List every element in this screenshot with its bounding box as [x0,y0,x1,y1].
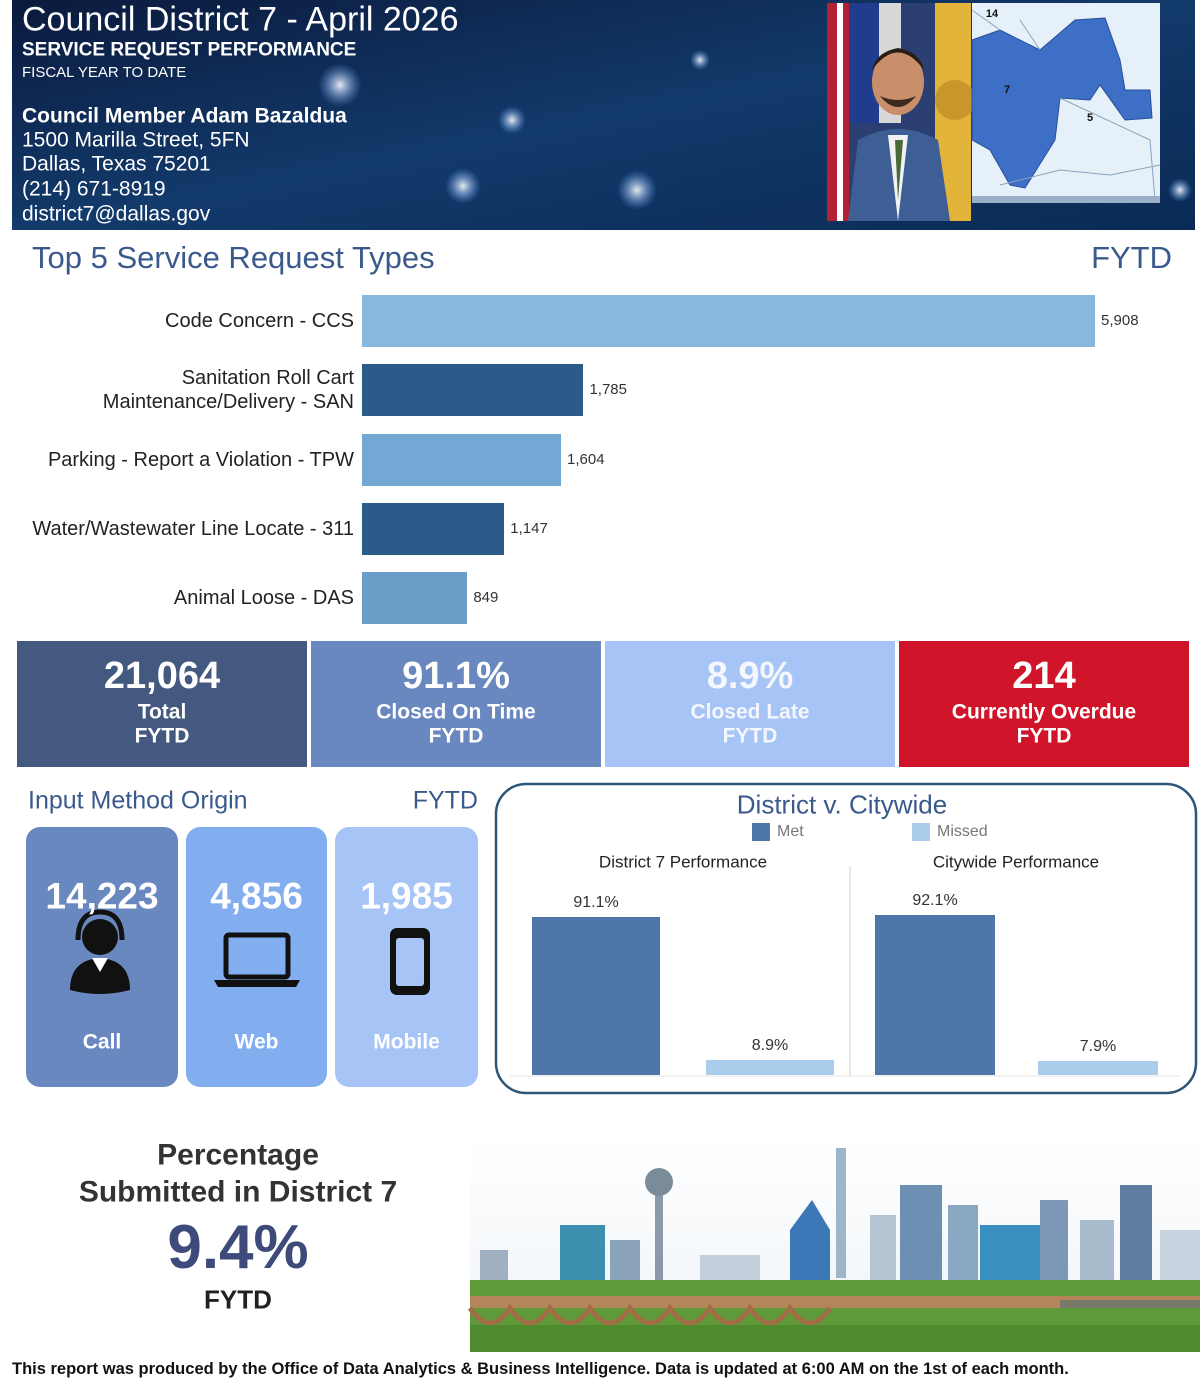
member-photo [827,3,975,221]
bar [1038,1061,1158,1075]
kpi-tile [17,641,307,767]
bar [362,434,561,486]
category-label: Parking - Report a Violation - TPW [47,449,354,471]
member-name: Council Member Adam Bazaldua [22,104,347,128]
input-label: Mobile [373,1030,440,1054]
chart-title: District v. Citywide [736,789,948,820]
input-label: Web [234,1030,279,1054]
legend-swatch [752,823,770,841]
input-card [186,827,327,1087]
phone: (214) 671-8919 [22,177,166,201]
bar [532,916,660,1075]
share-value: 9.4% [167,1212,309,1282]
input-count: 4,856 [210,875,303,917]
kpi-label: Closed On Time [376,700,536,724]
value-label: 5,908 [1101,311,1139,329]
address-line: 1500 Marilla Street, 5FN [22,128,250,152]
value-label: 91.1% [573,894,619,912]
input-count: 1,985 [360,875,453,917]
kpi-value: 8.9% [706,655,794,698]
value-label: 92.1% [912,892,958,910]
report-period: FISCAL YEAR TO DATE [22,63,187,81]
email: district7@dallas.gov [22,202,211,226]
value-label: 7.9% [1079,1038,1117,1056]
kpi-tile [311,641,601,767]
bar [362,572,468,624]
kpi-tile [899,641,1189,767]
category-label: Sanitation Roll Cart Maintenance/Deliver… [102,367,354,413]
kpi-value: 91.1% [402,655,510,698]
category-label: Code Concern - CCS [165,310,354,332]
share-title: Submitted in District 7 [78,1175,398,1209]
address-line: Dallas, Texas 75201 [22,152,211,176]
kpi-label: Currently Overdue [951,700,1137,724]
district-box [494,782,1198,1095]
map-label: 14 [985,7,999,20]
web-icon [214,932,300,987]
input-card [26,827,178,1087]
category-label: Water/Wastewater Line Locate - 311 [32,518,354,540]
input-count: 14,223 [45,875,159,917]
mobile-icon [390,928,430,995]
chart-period: FYTD [1091,239,1172,275]
skyline-photo [467,1140,1200,1352]
report-title: Council District 7 - April 2026 [22,0,459,39]
value-label: 1,604 [567,450,605,468]
kpi-period: FYTD [722,724,778,748]
category-label: Animal Loose - DAS [173,587,354,609]
input-cards [26,827,478,1087]
panel-title: Citywide Performance [932,852,1100,872]
panel-title: District 7 Performance [598,852,768,872]
kpi-value: 21,064 [103,655,221,698]
value-label: 1,147 [510,519,548,537]
report-subtitle: SERVICE REQUEST PERFORMANCE [22,39,357,61]
section-title: Input Method Origin [28,786,248,815]
value-label: 1,785 [589,380,627,398]
bar [362,503,505,555]
legend-label: Met [777,823,804,841]
input-label: Call [82,1030,122,1054]
map-label: 5 [1086,111,1094,124]
kpi-tile [605,641,895,767]
kpi-label: Closed Late [690,700,810,724]
legend-label: Missed [937,823,988,841]
chart-title: Top 5 Service Request Types [32,239,435,275]
bar [875,915,995,1075]
section-period: FYTD [412,786,478,815]
kpi-period: FYTD [1016,724,1072,748]
legend-swatch [912,823,930,841]
call-icon [70,909,130,994]
kpi-period: FYTD [428,724,484,748]
kpi-value: 214 [1012,655,1076,698]
share-title: Percentage [157,1138,319,1172]
kpi-period: FYTD [134,724,190,748]
value-label: 8.9% [751,1036,789,1054]
bar [362,295,1095,347]
kpi-label: Total [137,700,187,724]
district-map [971,3,1161,203]
share-period: FYTD [204,1284,272,1315]
bar [706,1059,834,1075]
value-label: 849 [473,588,499,606]
footer-note: This report was produced by the Office o… [12,1359,1069,1378]
map-label: 7 [1003,83,1011,96]
bar [362,364,584,416]
